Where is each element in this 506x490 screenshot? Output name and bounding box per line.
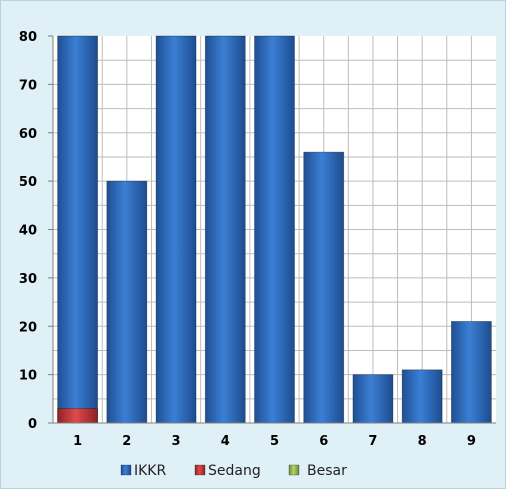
bar-ikkr-8 (401, 369, 443, 424)
legend: IKKR Sedang Besar (120, 463, 347, 479)
legend-label-sedang: Sedang (208, 463, 261, 479)
y-tick-label: 30 (19, 272, 37, 287)
bar-ikkr-3 (155, 35, 197, 424)
y-tick-label: 10 (19, 369, 37, 384)
y-tick-label: 50 (19, 175, 37, 190)
x-tick-label: 7 (368, 434, 377, 449)
bar-sedang-1 (57, 408, 99, 424)
legend-swatch-besar (288, 464, 300, 476)
bars (57, 35, 492, 424)
x-tick-label: 2 (122, 434, 131, 449)
y-tick-label: 40 (19, 224, 37, 239)
x-tick-label: 6 (319, 434, 328, 449)
y-tick-label: 80 (19, 30, 37, 45)
y-tick-label: 0 (28, 417, 37, 432)
x-tick-label: 3 (172, 434, 181, 449)
y-tick-label: 60 (19, 127, 37, 142)
bar-ikkr-6 (303, 151, 345, 424)
x-tick-label: 1 (73, 434, 82, 449)
x-tick-label: 4 (221, 434, 230, 449)
x-tick-label: 9 (467, 434, 476, 449)
legend-label-ikkr: IKKR (134, 463, 166, 479)
legend-label-besar: Besar (307, 463, 347, 479)
bar-ikkr-9 (450, 321, 492, 424)
x-tick-label: 5 (270, 434, 279, 449)
y-tick-label: 20 (19, 320, 37, 335)
bar-ikkr-4 (204, 35, 246, 424)
y-tick-label: 70 (19, 78, 37, 93)
legend-swatch-sedang (194, 464, 206, 476)
bar-ikkr-1 (57, 35, 99, 424)
x-tick-label: 8 (418, 434, 427, 449)
axes: 0 10 20 30 40 50 60 70 80 1 2 3 4 5 6 7 8 9 (19, 30, 496, 449)
bar-ikkr-2 (106, 180, 148, 424)
legend-swatch-ikkr (120, 464, 132, 476)
bar-ikkr-7 (352, 374, 394, 424)
bar-ikkr-5 (254, 35, 295, 424)
